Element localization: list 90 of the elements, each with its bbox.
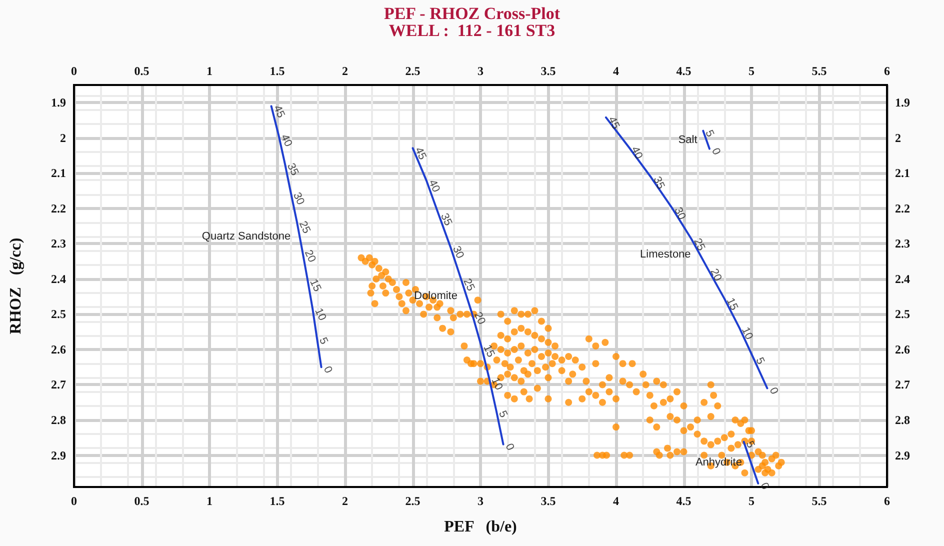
annotation: 40	[278, 132, 294, 149]
series-label: Quartz Sandstone	[202, 230, 291, 242]
x-tick-label: 4	[613, 494, 619, 508]
x2-tick-label: 1	[206, 64, 212, 78]
x-tick-label: 1	[206, 494, 212, 508]
x-tick-label: 0.5	[134, 494, 150, 508]
y-tick-label: 2.6	[51, 342, 66, 356]
x-tick-label: 5.5	[812, 494, 827, 508]
annotation: 10	[739, 325, 756, 342]
x2-tick-label: 4.5	[676, 64, 692, 78]
annotation: 5	[743, 439, 757, 450]
annotation: 25	[691, 236, 708, 253]
x2-tick-label: 5.5	[812, 64, 827, 78]
annotation: 10	[488, 376, 505, 392]
annotation: 0	[758, 480, 772, 492]
annotation: 15	[480, 343, 497, 360]
annotation: 25	[460, 276, 477, 293]
annotation: 15	[307, 277, 324, 294]
series-label: Salt	[678, 134, 698, 146]
y2-tick-label: 2.7	[895, 378, 910, 392]
y-axis-title: RHOZ (g/cc)	[8, 238, 24, 334]
y-tick-label: 2.5	[51, 307, 66, 322]
y2-tick-label: 1.9	[895, 96, 910, 110]
x2-tick-label: 1.5	[270, 64, 285, 78]
annotation: 45	[606, 114, 622, 132]
line-series	[604, 116, 768, 390]
annotation: 15	[724, 296, 740, 312]
annotation: 5	[316, 336, 330, 346]
x-tick-label: 3.5	[540, 494, 556, 508]
y-tick-label: 2.3	[51, 236, 66, 251]
annotation: 0	[766, 386, 780, 396]
x2-tick-label: 3.5	[540, 64, 556, 78]
x-tick-label: 3	[478, 494, 484, 508]
chart-title: PEF - RHOZ Cross-Plot	[384, 4, 560, 23]
y2-tick-label: 2.5	[895, 307, 910, 322]
annotation: 20	[471, 310, 488, 326]
x2-tick-label: 2	[342, 64, 348, 78]
annotation: 0	[320, 364, 334, 376]
y-tick-label: 2.1	[51, 166, 66, 180]
x2-tick-label: 6	[884, 64, 890, 78]
y2-tick-label: 2.1	[895, 166, 910, 180]
y2-tick-label: 2	[895, 130, 901, 145]
annotation: 35	[438, 212, 454, 228]
annotation: 30	[672, 206, 688, 222]
y-tick-label: 2.2	[51, 201, 66, 216]
x2-tick-label: 0.5	[134, 64, 150, 78]
x-tick-label: 5	[748, 494, 754, 508]
x-tick-label: 1.5	[270, 494, 285, 508]
annotation: 5	[496, 409, 510, 420]
x2-tick-label: 2.5	[405, 64, 420, 78]
y-tick-label: 2.9	[51, 448, 66, 462]
y2-tick-label: 2.9	[895, 448, 910, 462]
annotation: 30	[290, 190, 307, 207]
y2-tick-label: 2.6	[895, 342, 910, 356]
x2-tick-label: 4	[613, 64, 619, 78]
annotation: 0	[502, 442, 516, 452]
y-tick-label: 2.4	[51, 272, 66, 286]
x-tick-label: 6	[884, 494, 890, 508]
y-tick-label: 2.8	[51, 413, 66, 427]
annotation: 30	[450, 244, 466, 260]
y2-tick-label: 2.3	[895, 236, 910, 251]
annotation: 5	[753, 356, 767, 366]
x-axis-title: PEF (b/e)	[444, 518, 517, 536]
annotation: 0	[709, 146, 723, 157]
annotation: 20	[708, 266, 724, 284]
x-tick-label: 2	[342, 494, 348, 508]
x2-tick-label: 0	[71, 64, 77, 78]
annotation: 10	[312, 306, 328, 323]
x-tick-label: 0	[71, 494, 77, 508]
annotation: 20	[302, 248, 318, 264]
y2-tick-label: 2.8	[895, 413, 910, 427]
annotation: 40	[628, 144, 645, 162]
annotation: 35	[284, 161, 301, 178]
x-tick-label: 2.5	[405, 494, 420, 508]
y-tick-label: 2	[60, 130, 66, 145]
y2-tick-label: 2.4	[895, 272, 910, 286]
y-tick-label: 2.7	[51, 378, 66, 392]
annotation: 40	[426, 178, 442, 194]
x2-tick-label: 3	[478, 64, 484, 78]
annotation: 45	[412, 146, 428, 162]
annotation: 25	[296, 219, 313, 236]
annotation: 5	[702, 128, 716, 139]
x2-tick-label: 5	[748, 64, 754, 78]
y-tick-label: 1.9	[51, 96, 66, 110]
x-tick-label: 4.5	[676, 494, 692, 508]
y2-tick-label: 2.2	[895, 201, 910, 216]
annotation: 45	[270, 104, 287, 120]
series-label: Limestone	[640, 248, 691, 260]
annotation: 35	[650, 174, 667, 191]
chart-subtitle: WELL : 112 - 161 ST3	[388, 21, 556, 40]
